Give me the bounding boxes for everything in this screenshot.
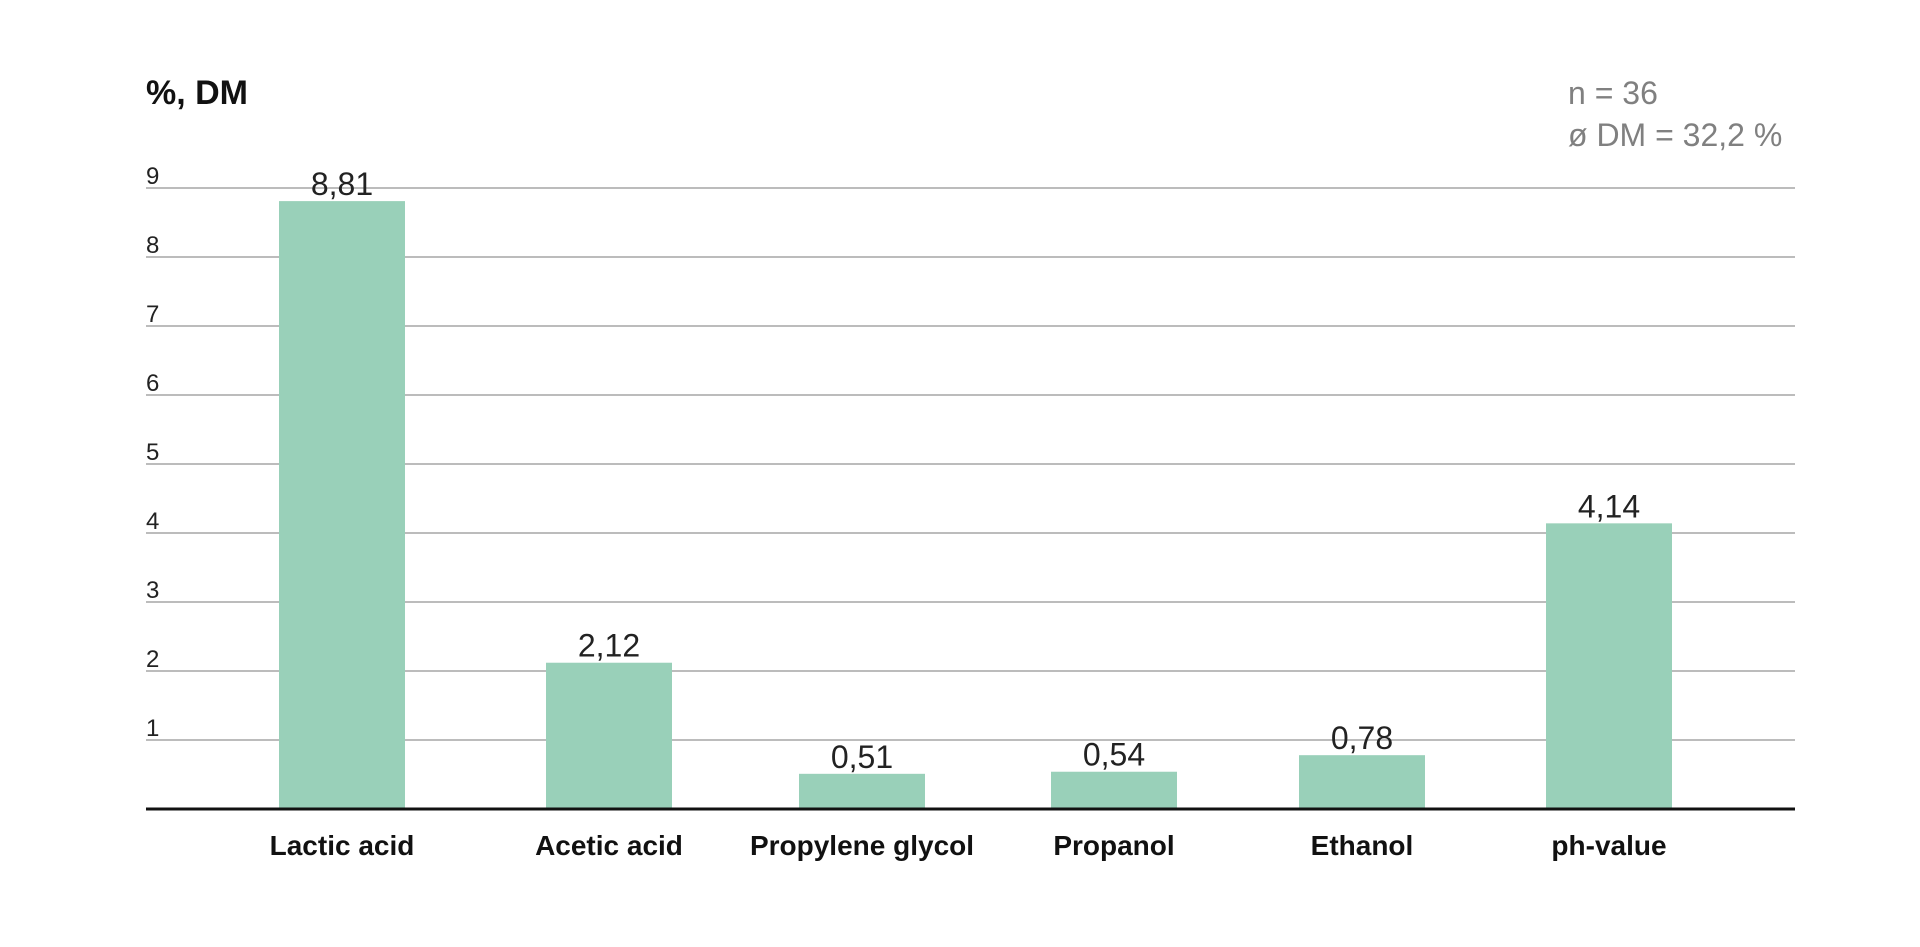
category-label: Propylene glycol <box>750 830 974 861</box>
bar-acetic-acid <box>546 662 672 809</box>
y-tick-label: 7 <box>146 301 159 328</box>
category-label: Propanol <box>1053 830 1174 861</box>
bar-propylene-glycol <box>799 773 925 809</box>
category-label: Ethanol <box>1311 830 1414 861</box>
data-labels: 8,81 2,12 0,51 0,54 0,78 4,14 <box>311 166 1640 775</box>
category-label: Lactic acid <box>270 830 415 861</box>
gridlines <box>146 187 1795 741</box>
sample-count-note: n = 36 <box>1568 75 1658 111</box>
y-tick-label: 8 <box>146 232 159 259</box>
y-axis-label: %, DM <box>146 74 248 112</box>
data-label: 2,12 <box>578 628 640 664</box>
y-tick-label: 6 <box>146 370 159 397</box>
y-tick-label: 4 <box>146 508 159 535</box>
y-axis-ticks: 1 2 3 4 5 6 7 8 9 <box>146 163 159 742</box>
bar-ethanol <box>1299 755 1425 809</box>
y-tick-label: 3 <box>146 577 159 604</box>
bars <box>279 201 1672 810</box>
category-label: ph-value <box>1551 830 1666 861</box>
bar-lactic-acid <box>279 201 405 810</box>
data-label: 0,78 <box>1331 720 1393 756</box>
y-tick-label: 9 <box>146 163 159 190</box>
data-label: 0,54 <box>1083 737 1145 773</box>
data-label: 8,81 <box>311 166 373 202</box>
y-tick-label: 2 <box>146 646 159 673</box>
bar-ph-value <box>1546 523 1672 809</box>
data-label: 0,51 <box>831 739 893 775</box>
y-tick-label: 5 <box>146 439 159 466</box>
category-label: Acetic acid <box>535 830 683 861</box>
data-label: 4,14 <box>1578 488 1640 524</box>
y-tick-label: 1 <box>146 715 159 742</box>
mean-dm-note: ø DM = 32,2 % <box>1568 117 1782 153</box>
category-labels: Lactic acid Acetic acid Propylene glycol Pr… <box>270 830 1667 861</box>
bar-propanol <box>1051 771 1177 809</box>
